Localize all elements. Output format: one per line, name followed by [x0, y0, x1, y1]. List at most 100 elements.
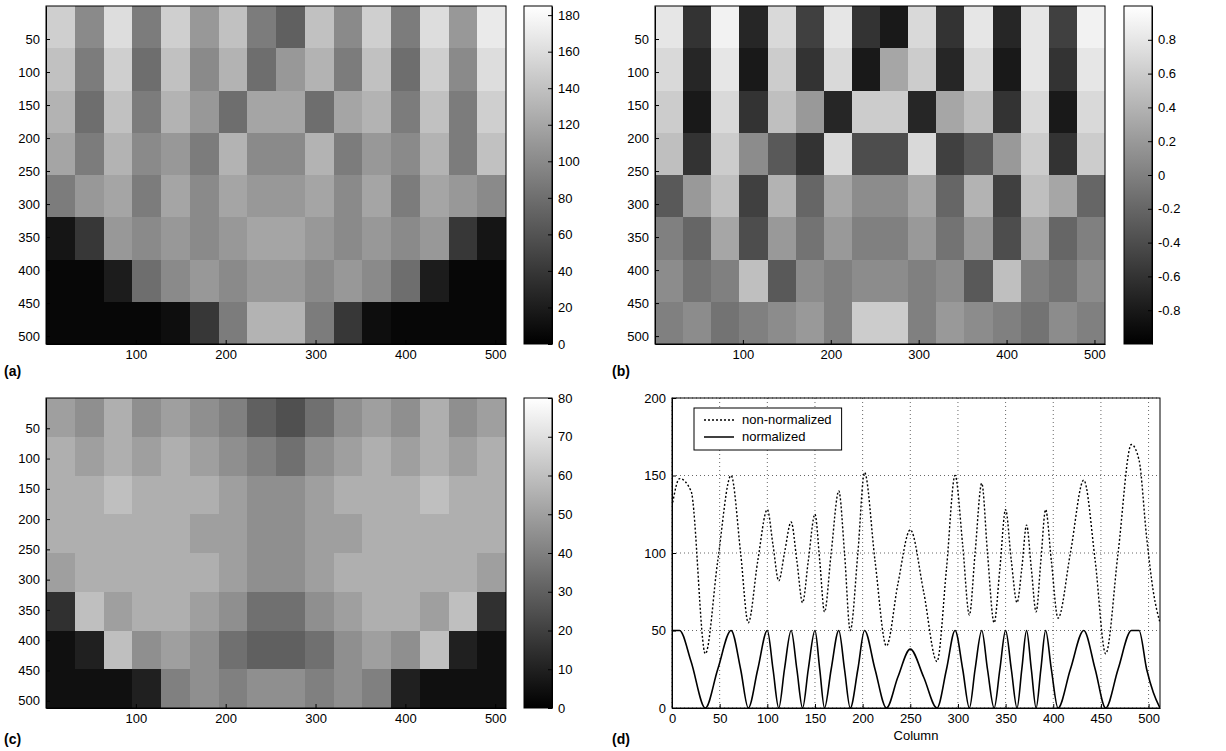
heatmap-cell [420, 217, 449, 260]
heatmap-cell [880, 48, 909, 91]
heatmap-cell [796, 260, 825, 303]
tick: 200 [215, 704, 237, 726]
tick-mark [46, 72, 50, 73]
tick-label: 350 [995, 711, 1017, 726]
tick: 150 [18, 98, 50, 113]
tick-label: 100 [627, 65, 649, 80]
heatmap-cell [132, 48, 161, 91]
tick-label: 0 [558, 701, 565, 716]
tick: 300 [305, 704, 327, 726]
heatmap-cell [1049, 260, 1078, 303]
tick: 500 [627, 329, 659, 344]
tick-mark [46, 580, 50, 581]
heatmap-cell [391, 592, 420, 631]
tick-label: 40 [558, 264, 572, 279]
heatmap-cell [936, 260, 965, 303]
tick: 0.6 [1148, 66, 1176, 81]
heatmap-cell [46, 631, 75, 670]
tick-mark [1006, 704, 1007, 708]
heatmap-cell [391, 669, 420, 708]
heatmap-cell [449, 6, 478, 49]
heatmap-cell [362, 133, 391, 176]
tick-label: 60 [558, 227, 572, 242]
tick-mark [46, 670, 50, 671]
tick-mark [1148, 107, 1152, 108]
tick-label: 450 [18, 296, 40, 311]
tick-label: 100 [125, 347, 147, 362]
heatmap-cell [739, 260, 768, 303]
heatmap-cell [362, 669, 391, 708]
heatmap-cell [420, 476, 449, 515]
heatmap-cell [477, 175, 506, 218]
tick: 100 [18, 65, 50, 80]
heatmap-cell [161, 669, 190, 708]
heatmap-cell [908, 48, 937, 91]
tick-label: 150 [644, 468, 666, 483]
heatmap-cell [104, 514, 133, 553]
axis: 050100150200 [644, 391, 676, 716]
heatmap-cell [190, 6, 219, 49]
heatmap-cell [219, 302, 248, 344]
heatmap-cell [334, 514, 363, 553]
series-line [672, 445, 1160, 662]
tick-mark [548, 631, 552, 632]
heatmap-cell [683, 91, 712, 134]
heatmap-cell [190, 631, 219, 670]
tick-mark [655, 105, 659, 106]
heatmap-cell [1021, 6, 1050, 49]
grid-line [672, 553, 1160, 554]
tick-label: -0.6 [1158, 269, 1180, 284]
heatmap-cell [276, 631, 305, 670]
heatmap-cell [739, 91, 768, 134]
tick-mark [1148, 40, 1152, 41]
heatmap-cell [796, 6, 825, 49]
heatmap-cell [852, 48, 881, 91]
heatmap-cell [391, 133, 420, 176]
tick: 180 [548, 8, 580, 23]
heatmap-cell [711, 175, 740, 218]
heatmap-cell [190, 91, 219, 134]
tick-mark [767, 704, 768, 708]
heatmap-cell [334, 669, 363, 708]
tick: 0 [548, 701, 565, 716]
heatmap-cell [391, 398, 420, 437]
heatmap-cell [334, 631, 363, 670]
heatmap-cell [247, 398, 276, 437]
tick-mark [672, 553, 676, 554]
tick-mark [46, 519, 50, 520]
heatmap-cell [908, 260, 937, 303]
plot-frame [672, 398, 1160, 708]
heatmap-cell [334, 133, 363, 176]
heatmap-cell [362, 6, 391, 49]
legend-label: normalized [742, 429, 806, 444]
heatmap-cell [964, 6, 993, 49]
heatmap-cell [477, 553, 506, 592]
heatmap-cell [449, 175, 478, 218]
tick-label: 200 [18, 512, 40, 527]
series-line [672, 631, 1160, 709]
tick-mark [46, 489, 50, 490]
heatmap-cell [477, 514, 506, 553]
legend-box [694, 408, 842, 450]
heatmap-cell [276, 437, 305, 476]
axis: 50100150200250300350400450500 [18, 7, 50, 345]
heatmap-cell [161, 133, 190, 176]
plot-background [672, 398, 1160, 708]
heatmap-cell [1021, 260, 1050, 303]
tick-label: 500 [627, 329, 649, 344]
heatmap-cell [1049, 175, 1078, 218]
tick: 250 [627, 164, 659, 179]
heatmap-cell [1077, 175, 1105, 218]
heatmap-cell [449, 592, 478, 631]
axis: 050100150200250300350400450500 [669, 704, 1161, 726]
tick: 160 [548, 44, 580, 59]
heatmap-cell [247, 6, 276, 49]
tick-mark [1148, 175, 1152, 176]
heatmap-cell [391, 217, 420, 260]
heatmap-cell [104, 631, 133, 670]
tick: 300 [305, 340, 327, 362]
tick-mark [655, 303, 659, 304]
heatmap-cell [276, 175, 305, 218]
heatmap-cell [219, 6, 248, 49]
tick: -0.4 [1148, 235, 1180, 250]
